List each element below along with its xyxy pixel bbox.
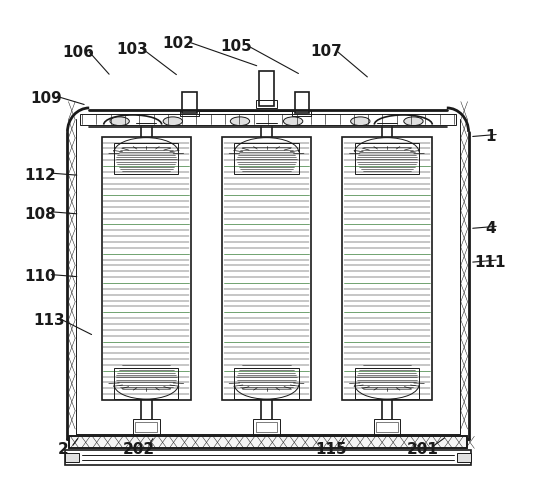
Text: 202: 202: [122, 442, 154, 457]
Text: 109: 109: [30, 90, 62, 105]
Bar: [114, 368, 178, 399]
Bar: [180, 110, 199, 116]
Ellipse shape: [110, 117, 129, 125]
Bar: [355, 143, 419, 174]
Text: 110: 110: [24, 269, 56, 284]
Text: 102: 102: [162, 36, 195, 52]
Bar: [374, 419, 400, 435]
Text: 113: 113: [34, 313, 65, 328]
Text: 105: 105: [221, 39, 252, 54]
Ellipse shape: [351, 117, 370, 125]
Text: 112: 112: [24, 168, 56, 183]
Bar: [133, 419, 160, 435]
Bar: [342, 137, 431, 400]
Bar: [182, 92, 197, 114]
Bar: [234, 368, 299, 399]
Text: 115: 115: [315, 442, 347, 457]
Bar: [234, 143, 299, 174]
Ellipse shape: [163, 117, 182, 125]
Ellipse shape: [404, 117, 423, 125]
Bar: [355, 368, 419, 399]
Bar: [79, 114, 457, 124]
Bar: [65, 453, 79, 462]
Text: 103: 103: [116, 42, 147, 57]
Bar: [257, 437, 276, 448]
Text: 106: 106: [63, 45, 94, 60]
Bar: [378, 437, 396, 448]
Ellipse shape: [284, 117, 303, 125]
Bar: [101, 137, 191, 400]
Bar: [256, 100, 277, 108]
Bar: [137, 437, 155, 448]
Bar: [222, 137, 311, 400]
Text: 4: 4: [485, 221, 496, 236]
Bar: [114, 143, 178, 174]
Bar: [295, 92, 309, 114]
Text: 201: 201: [407, 442, 438, 457]
Text: 1: 1: [485, 129, 496, 144]
Text: 108: 108: [24, 207, 56, 222]
Bar: [69, 436, 467, 449]
Text: 107: 107: [310, 44, 342, 59]
Bar: [376, 422, 398, 433]
Bar: [69, 436, 467, 449]
Bar: [259, 71, 274, 106]
Bar: [457, 453, 471, 462]
Text: 2: 2: [57, 442, 68, 457]
Bar: [256, 422, 278, 433]
Text: 111: 111: [474, 255, 506, 270]
Bar: [254, 419, 280, 435]
Ellipse shape: [230, 117, 250, 125]
Bar: [65, 450, 471, 465]
Bar: [292, 110, 311, 116]
Bar: [136, 422, 157, 433]
